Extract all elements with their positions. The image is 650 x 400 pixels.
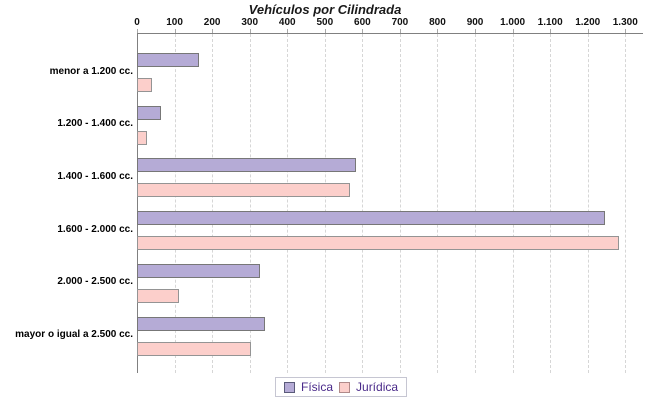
bar-juridica <box>137 183 350 198</box>
x-axis-tick <box>212 29 214 33</box>
x-axis-tick-label: 1.200 <box>575 17 601 28</box>
vertical-gridline <box>324 34 326 373</box>
bar-juridica <box>137 288 179 303</box>
x-axis-tick <box>587 29 589 33</box>
x-axis-tick-label: 0 <box>134 17 140 28</box>
vertical-gridline <box>512 34 514 373</box>
category-label: mayor o igual a 2.500 cc. <box>15 329 133 340</box>
x-axis-tick <box>249 29 251 33</box>
legend-label-juridica: Jurídica <box>356 380 399 394</box>
bar-juridica <box>137 341 251 356</box>
bar-fisica <box>137 53 199 67</box>
category-label: 1.200 - 1.400 cc. <box>57 118 133 130</box>
x-axis-tick-label: 1.300 <box>612 17 638 28</box>
legend-label-fisica: Física <box>301 380 334 394</box>
x-axis-tick <box>512 29 514 33</box>
x-axis-tick-label: 500 <box>316 17 334 28</box>
vertical-gridline <box>550 34 552 373</box>
category-label: 1.400 - 1.600 cc. <box>57 170 133 182</box>
vertical-gridline <box>362 34 364 373</box>
vertical-gridline <box>625 34 627 373</box>
x-axis-tick-label: 600 <box>354 17 371 28</box>
category-label: menor a 1.200 cc. <box>49 65 133 77</box>
x-axis-tick <box>287 29 289 33</box>
x-axis-tick-label: 1.100 <box>537 17 563 28</box>
bar-juridica <box>137 130 147 145</box>
x-axis-tick <box>475 29 477 33</box>
bar-fisica <box>137 263 260 278</box>
x-axis-line <box>137 33 643 34</box>
x-axis-tick <box>399 29 401 33</box>
legend: Física Jurídica <box>275 377 408 397</box>
x-axis-tick <box>625 29 627 33</box>
vertical-gridline <box>212 34 214 373</box>
legend-swatch-juridica <box>339 381 351 393</box>
x-axis-tick <box>174 29 176 33</box>
chart-title: Vehículos por Cilindrada <box>248 2 402 17</box>
x-axis-tick <box>137 29 138 33</box>
vertical-gridline <box>249 34 251 373</box>
legend-swatch-fisica <box>284 381 295 393</box>
bar-juridica <box>137 78 152 92</box>
bar-fisica <box>137 105 161 120</box>
x-axis-tick-label: 700 <box>391 17 409 28</box>
x-axis-tick-label: 900 <box>466 17 484 28</box>
bar-fisica <box>137 158 356 173</box>
x-axis-tick-label: 100 <box>166 17 183 28</box>
category-label: 1.600 - 2.000 cc. <box>57 223 133 235</box>
bar-juridica <box>137 236 619 251</box>
vertical-gridline <box>437 34 439 373</box>
x-axis-tick-label: 300 <box>241 17 259 28</box>
vertical-gridline <box>287 34 289 373</box>
vertical-gridline <box>587 34 589 373</box>
x-axis-tick-label: 200 <box>203 17 221 28</box>
bar-fisica <box>137 211 605 226</box>
vertical-gridline <box>399 34 401 373</box>
vertical-gridline <box>475 34 477 373</box>
category-label: 2.000 - 2.500 cc. <box>57 276 133 288</box>
x-axis-tick-label: 800 <box>429 17 446 28</box>
x-axis-tick <box>437 29 439 33</box>
x-axis-tick <box>324 29 326 33</box>
y-axis-line <box>137 33 138 373</box>
vertical-gridline <box>174 34 176 373</box>
bar-fisica <box>137 316 265 331</box>
x-axis-tick <box>362 29 364 33</box>
x-axis-tick-label: 1.000 <box>500 17 526 28</box>
x-axis-tick <box>550 29 552 33</box>
x-axis-tick-label: 400 <box>278 17 296 28</box>
